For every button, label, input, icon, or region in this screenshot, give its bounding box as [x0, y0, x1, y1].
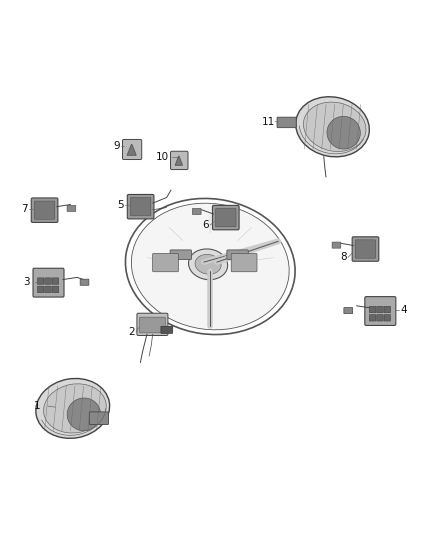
Ellipse shape [131, 203, 289, 330]
FancyBboxPatch shape [34, 201, 55, 220]
FancyBboxPatch shape [80, 279, 89, 285]
FancyBboxPatch shape [384, 314, 391, 321]
Ellipse shape [296, 96, 369, 157]
FancyBboxPatch shape [152, 253, 178, 272]
FancyBboxPatch shape [170, 250, 191, 260]
FancyBboxPatch shape [140, 317, 165, 333]
FancyBboxPatch shape [369, 314, 376, 321]
Text: 6: 6 [202, 220, 209, 230]
FancyBboxPatch shape [227, 250, 248, 260]
FancyBboxPatch shape [37, 278, 44, 285]
FancyBboxPatch shape [45, 286, 51, 293]
FancyBboxPatch shape [89, 412, 109, 425]
Polygon shape [127, 144, 136, 155]
Text: 7: 7 [21, 204, 28, 214]
Text: 4: 4 [400, 305, 407, 315]
FancyBboxPatch shape [277, 117, 296, 128]
Text: 8: 8 [340, 252, 346, 262]
Text: 9: 9 [114, 141, 120, 151]
FancyBboxPatch shape [52, 286, 59, 293]
FancyBboxPatch shape [377, 306, 383, 313]
Text: 3: 3 [23, 277, 30, 287]
FancyBboxPatch shape [127, 195, 154, 219]
Ellipse shape [304, 102, 366, 151]
FancyBboxPatch shape [37, 286, 44, 293]
FancyBboxPatch shape [33, 268, 64, 297]
FancyBboxPatch shape [137, 313, 168, 335]
FancyBboxPatch shape [170, 151, 188, 169]
FancyBboxPatch shape [231, 253, 257, 272]
FancyBboxPatch shape [192, 208, 201, 215]
Text: 2: 2 [128, 327, 135, 337]
Ellipse shape [327, 116, 360, 149]
FancyBboxPatch shape [123, 140, 142, 159]
Ellipse shape [67, 398, 101, 431]
Text: 1: 1 [33, 401, 40, 411]
FancyBboxPatch shape [384, 306, 391, 313]
FancyBboxPatch shape [212, 205, 239, 230]
FancyBboxPatch shape [377, 314, 383, 321]
FancyBboxPatch shape [355, 240, 376, 258]
Polygon shape [175, 156, 182, 165]
FancyBboxPatch shape [161, 326, 173, 333]
FancyBboxPatch shape [45, 278, 51, 285]
FancyBboxPatch shape [352, 237, 379, 261]
Ellipse shape [36, 378, 110, 438]
FancyBboxPatch shape [52, 278, 59, 285]
Ellipse shape [195, 254, 221, 274]
FancyBboxPatch shape [365, 297, 396, 326]
FancyBboxPatch shape [369, 306, 376, 313]
FancyBboxPatch shape [67, 205, 76, 212]
FancyBboxPatch shape [332, 242, 341, 248]
Text: 10: 10 [155, 152, 169, 163]
Text: 5: 5 [117, 200, 124, 211]
FancyBboxPatch shape [344, 308, 353, 313]
Ellipse shape [188, 249, 228, 280]
Text: 11: 11 [261, 117, 275, 126]
FancyBboxPatch shape [131, 198, 151, 216]
FancyBboxPatch shape [31, 198, 58, 222]
FancyBboxPatch shape [215, 208, 236, 227]
Ellipse shape [43, 384, 106, 433]
